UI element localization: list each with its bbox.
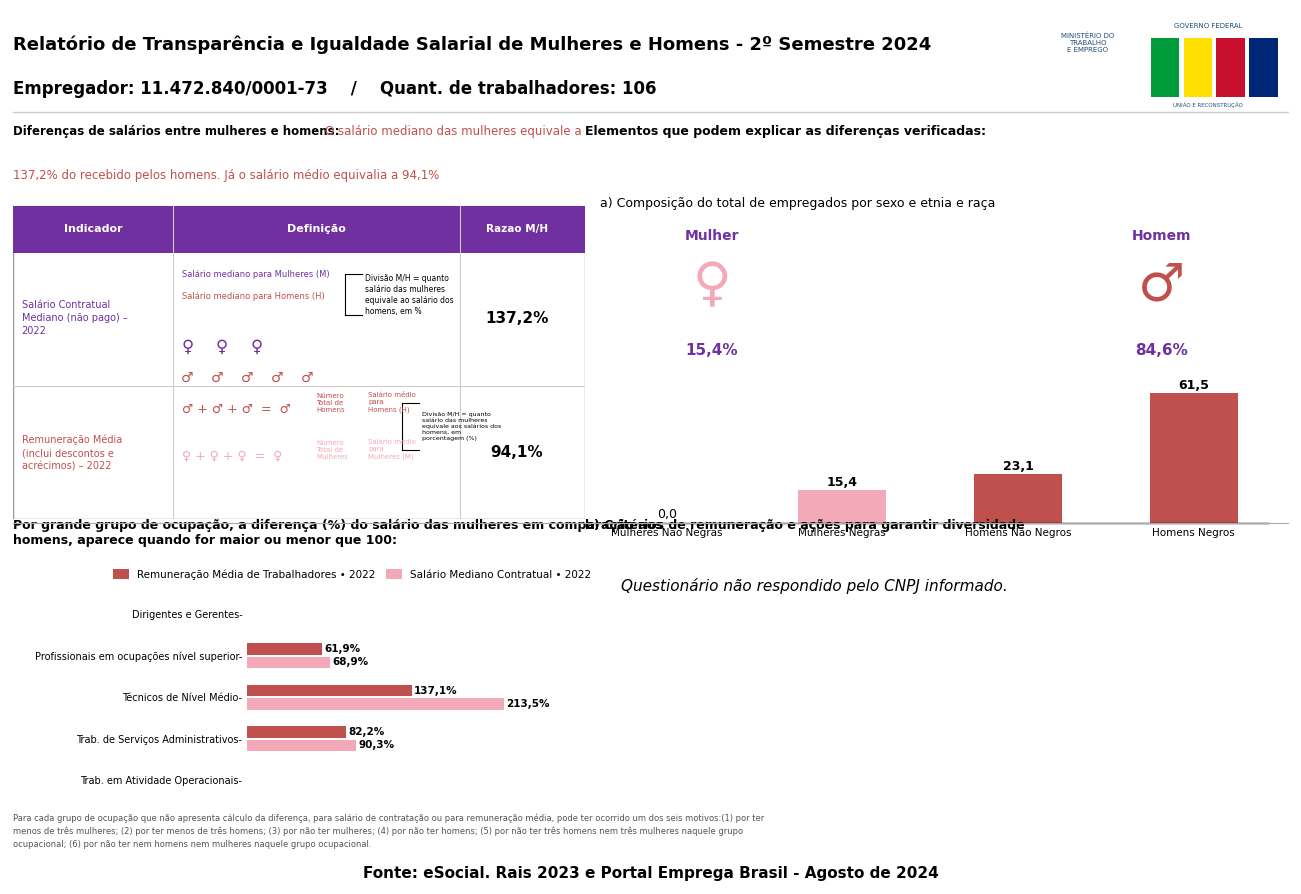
Text: Homem: Homem: [1132, 229, 1192, 243]
Bar: [799, 490, 886, 523]
Text: 68,9%: 68,9%: [332, 657, 368, 668]
Text: ♀: ♀: [182, 337, 194, 356]
Text: Salário Contratual
Mediano (não pago) –
2022: Salário Contratual Mediano (não pago) – …: [22, 300, 127, 336]
Bar: [13, 206, 585, 253]
Text: GOVERNO FEDERAL: GOVERNO FEDERAL: [1174, 23, 1242, 29]
Text: 94,1%: 94,1%: [490, 445, 543, 460]
Text: Indicador: Indicador: [64, 224, 122, 234]
Text: 61,9%: 61,9%: [324, 645, 360, 654]
Text: 15,4%: 15,4%: [686, 342, 738, 358]
Text: a) Composição do total de empregados por sexo e etnia e raça: a) Composição do total de empregados por…: [600, 197, 995, 210]
Text: ♂: ♂: [181, 371, 194, 384]
Text: Empregador: 11.472.840/0001-73    /    Quant. de trabalhadores: 106: Empregador: 11.472.840/0001-73 / Quant. …: [13, 80, 657, 98]
Text: Número
Total de
Homens: Número Total de Homens: [316, 392, 345, 413]
Text: Divisão M/H = quanto
salário das mulheres
equivale aos salários dos
homens, em
p: Divisão M/H = quanto salário das mulhere…: [423, 412, 502, 441]
Text: Elementos que podem explicar as diferenças verificadas:: Elementos que podem explicar as diferenç…: [585, 125, 986, 139]
Text: b) Critérios de remuneração e ações para garantir diversidade: b) Critérios de remuneração e ações para…: [585, 519, 1025, 532]
Text: Remuneração Média
(inclui descontos e
acrécimos) – 2022: Remuneração Média (inclui descontos e ac…: [22, 434, 122, 471]
Text: ♀: ♀: [250, 337, 263, 356]
Text: Mulher: Mulher: [684, 229, 739, 243]
Legend: Remuneração Média de Trabalhadores • 2022, Salário Mediano Contratual • 2022: Remuneração Média de Trabalhadores • 202…: [109, 565, 596, 584]
Text: Número
Total de
Mulheres: Número Total de Mulheres: [316, 440, 349, 460]
Text: Salário médio
para
Homens (H): Salário médio para Homens (H): [368, 392, 416, 413]
Text: 15,4: 15,4: [827, 477, 857, 489]
Text: Para cada grupo de ocupação que não apresenta cálculo da diferença, para salário: Para cada grupo de ocupação que não apre…: [13, 814, 764, 848]
Text: Diferenças de salários entre mulheres e homens:: Diferenças de salários entre mulheres e …: [13, 125, 343, 139]
Text: Salário médio
para
Mulheres (M): Salário médio para Mulheres (M): [368, 440, 416, 460]
Text: 23,1: 23,1: [1003, 460, 1033, 473]
Bar: [1249, 38, 1278, 97]
Text: Salário mediano para Homens (H): Salário mediano para Homens (H): [182, 291, 325, 301]
Text: ♂: ♂: [211, 371, 224, 384]
Text: 0,0: 0,0: [657, 509, 677, 521]
Text: ♂: ♂: [241, 371, 254, 384]
Text: Por grande grupo de ocupação, a diferença (%) do salário das mulheres em compara: Por grande grupo de ocupação, a diferenç…: [13, 519, 662, 546]
Bar: [247, 739, 355, 751]
Bar: [247, 685, 412, 696]
Text: 84,6%: 84,6%: [1134, 342, 1188, 358]
Text: Relatório de Transparência e Igualdade Salarial de Mulheres e Homens - 2º Semest: Relatório de Transparência e Igualdade S…: [13, 36, 932, 55]
Text: ♀: ♀: [692, 259, 731, 311]
Bar: [974, 474, 1062, 523]
Bar: [247, 644, 321, 655]
Text: 90,3%: 90,3%: [358, 740, 394, 750]
Text: Salário mediano para Mulheres (M): Salário mediano para Mulheres (M): [182, 270, 329, 279]
Text: O salário mediano das mulheres equivale a: O salário mediano das mulheres equivale …: [325, 125, 582, 139]
Text: MINISTÉRIO DO
TRABALHO
E EMPREGO: MINISTÉRIO DO TRABALHO E EMPREGO: [1062, 32, 1114, 53]
Bar: [247, 698, 503, 710]
Bar: [1150, 38, 1179, 97]
Text: ♂: ♂: [301, 371, 314, 384]
Bar: [247, 656, 330, 669]
Text: UNIÃO E RECONSTRUÇÃO: UNIÃO E RECONSTRUÇÃO: [1174, 103, 1242, 108]
Bar: [1184, 38, 1213, 97]
Text: 137,2% do recebido pelos homens. Já o salário médio equivalia a 94,1%: 137,2% do recebido pelos homens. Já o sa…: [13, 170, 440, 182]
Text: 137,2%: 137,2%: [485, 311, 549, 325]
Text: ♀ + ♀ + ♀  =  ♀: ♀ + ♀ + ♀ = ♀: [182, 450, 282, 462]
Bar: [1150, 392, 1237, 523]
Text: ♀: ♀: [216, 337, 228, 356]
Bar: [1216, 38, 1245, 97]
Text: 82,2%: 82,2%: [349, 727, 385, 738]
Text: Questionário não respondido pelo CNPJ informado.: Questionário não respondido pelo CNPJ in…: [621, 578, 1007, 594]
Text: ♂ + ♂ + ♂  =  ♂: ♂ + ♂ + ♂ = ♂: [182, 402, 290, 416]
Text: 137,1%: 137,1%: [414, 686, 458, 696]
Text: Divisão M/H = quanto
salário das mulheres
equivale ao salário dos
homens, em %: Divisão M/H = quanto salário das mulhere…: [366, 274, 454, 316]
Text: 213,5%: 213,5%: [506, 699, 549, 709]
Text: ♂: ♂: [271, 371, 284, 384]
Bar: [247, 726, 346, 738]
Text: Fonte: eSocial. Rais 2023 e Portal Emprega Brasil - Agosto de 2024: Fonte: eSocial. Rais 2023 e Portal Empre…: [363, 866, 938, 881]
Text: 61,5: 61,5: [1179, 378, 1209, 392]
Text: ♂: ♂: [1138, 259, 1185, 311]
Text: Definição: Definição: [288, 224, 346, 234]
Text: Razao M/H: Razao M/H: [485, 224, 548, 234]
